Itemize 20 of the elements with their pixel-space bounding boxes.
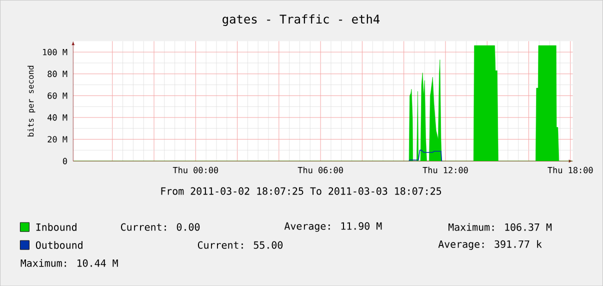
y-tick-label: 100 M [43,48,68,56]
legend-label: Outbound [36,241,82,249]
text: Average: 391.77 k [438,240,542,250]
y-tick-label: 40 M [48,114,68,121]
y-tick-label: 60 M [48,92,68,99]
text: Current: 0.00 [121,223,200,231]
text: Maximum: 10.44 M [20,259,118,267]
x-tick-label: Thu 06:00 [298,166,343,174]
x-tick-label: Thu 18:00 [548,166,593,174]
x-tick-label: Thu 12:00 [422,166,468,174]
y-tick-label: 80 M [48,70,68,77]
chart-title: gates - Traffic - eth4 [222,14,380,26]
text: Current: 55.00 [198,241,283,249]
y-tick-label: 20 M [48,136,68,142]
text: Maximum: 106.37 M [448,223,552,231]
y-tick-label: 0 [62,158,67,164]
legend-label: Inbound [36,223,76,231]
text: Average: 11.90 M [284,222,382,232]
x-tick-label: Thu 00:00 [172,166,218,174]
text: From 2011-03-02 18:07:25 To 2011-03-03 18:07:25 [161,187,442,195]
